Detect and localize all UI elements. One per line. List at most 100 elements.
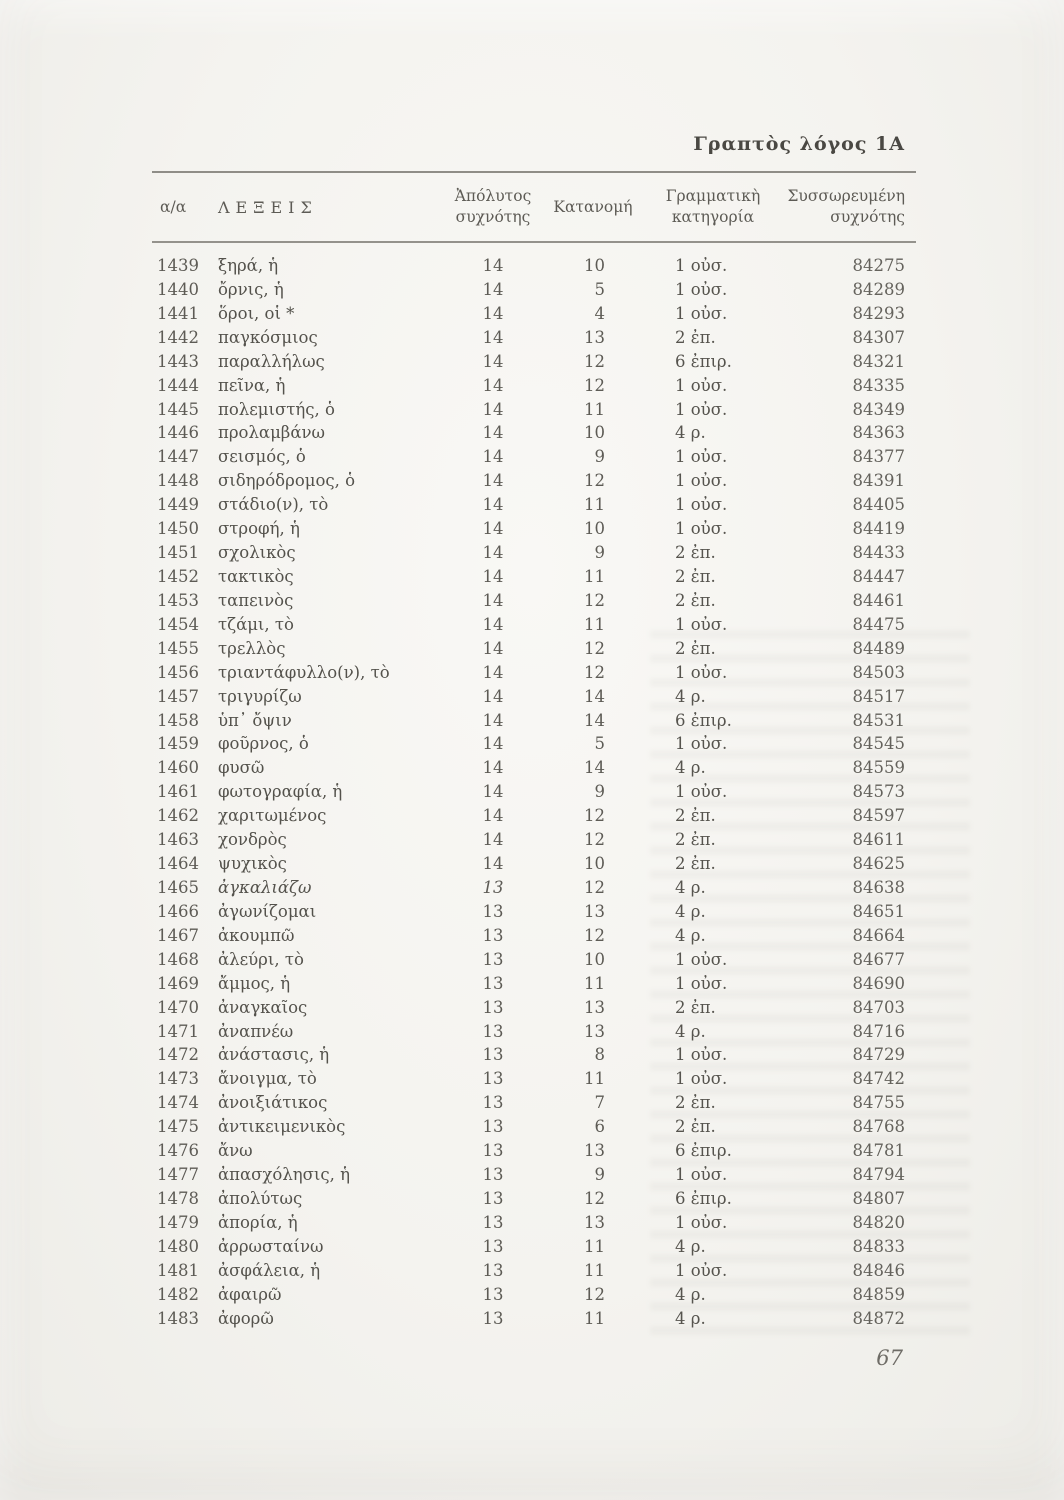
- distribution-cell: 14: [584, 710, 605, 730]
- cumulative-frequency-cell: 84503: [852, 662, 906, 682]
- table-row: 1446 προλαμβάνω 14 10 4 ρ. 84363: [152, 421, 916, 445]
- absolute-frequency-cell: 14: [482, 686, 504, 706]
- word-cell: ἀγωνίζομαι: [218, 901, 317, 921]
- table-row: 1475 ἀντικειμενικὸς 13 6 2 ἐπ. 84768: [152, 1115, 916, 1139]
- absolute-frequency-cell: 13: [482, 1021, 504, 1041]
- table-row: 1468 ἀλεύρι, τὸ 13 10 1 οὐσ. 84677: [152, 948, 916, 972]
- header-distribution: Κατανομή: [553, 197, 633, 216]
- row-number-cell: 1460: [157, 758, 199, 778]
- grammar-category-cell: 4 ρ.: [675, 925, 706, 945]
- absolute-frequency-cell: 14: [482, 662, 504, 682]
- word-cell: χαριτωμένος: [218, 806, 327, 826]
- table-body: 1439 ξηρά, ἡ 14 10 1 οὐσ. 84275 1440 ὄρνις, ἡ 14…: [152, 254, 916, 1330]
- word-cell: ἀπασχόλησις, ἡ: [218, 1165, 351, 1185]
- word-cell: ἀκουμπῶ: [218, 925, 295, 945]
- absolute-frequency-cell: 14: [482, 447, 504, 467]
- grammar-category-cell: 1 οὐσ.: [675, 375, 728, 395]
- word-cell: τριγυρίζω: [218, 686, 302, 706]
- grammar-category-cell: 4 ρ.: [675, 1021, 706, 1041]
- table-row: 1477 ἀπασχόλησις, ἡ 13 9 1 οὐσ. 84794: [152, 1163, 916, 1187]
- cumulative-frequency-cell: 84755: [852, 1093, 906, 1113]
- word-cell: φοῦρνος, ὁ: [218, 734, 309, 754]
- absolute-frequency-cell: 13: [482, 925, 504, 945]
- word-cell: πεῖνα, ἡ: [218, 375, 286, 395]
- distribution-cell: 12: [584, 925, 605, 945]
- grammar-category-cell: 1 οὐσ.: [675, 1260, 728, 1280]
- absolute-frequency-cell: 14: [482, 399, 504, 419]
- row-number-cell: 1448: [157, 471, 199, 491]
- row-number-cell: 1481: [157, 1260, 199, 1280]
- grammar-category-cell: 4 ρ.: [675, 423, 706, 443]
- cumulative-frequency-cell: 84742: [852, 1069, 906, 1089]
- absolute-frequency-cell: 14: [482, 830, 504, 850]
- table-row: 1459 φοῦρνος, ὁ 14 5 1 οὐσ. 84545: [152, 732, 916, 756]
- cumulative-frequency-cell: 84859: [852, 1284, 906, 1304]
- absolute-frequency-cell: 13: [482, 1236, 504, 1256]
- table-row: 1464 ψυχικὸς 14 10 2 ἐπ. 84625: [152, 852, 916, 876]
- word-cell: ὑπ᾽ ὄψιν: [218, 710, 292, 730]
- word-cell: ἀφορῶ: [218, 1308, 274, 1328]
- cumulative-frequency-cell: 84275: [852, 256, 906, 275]
- distribution-cell: 10: [584, 519, 605, 539]
- distribution-cell: 8: [594, 1045, 606, 1065]
- row-number-cell: 1467: [157, 925, 199, 945]
- table-row: 1442 παγκόσμιος 14 13 2 ἐπ. 84307: [152, 326, 916, 350]
- row-number-cell: 1444: [157, 375, 199, 395]
- table-row: 1443 παραλλήλως 14 12 6 ἐπιρ. 84321: [152, 350, 916, 374]
- cumulative-frequency-cell: 84335: [852, 375, 906, 395]
- table-row: 1482 ἀφαιρῶ 13 12 4 ρ. 84859: [152, 1283, 916, 1307]
- grammar-category-cell: 1 οὐσ.: [675, 782, 728, 802]
- cumulative-frequency-cell: 84833: [852, 1236, 906, 1256]
- distribution-cell: 10: [584, 256, 605, 275]
- cumulative-frequency-cell: 84638: [852, 877, 906, 897]
- cumulative-frequency-cell: 84703: [852, 997, 906, 1017]
- word-cell: ἀπορία, ἡ: [218, 1212, 298, 1232]
- distribution-cell: 11: [584, 566, 605, 586]
- row-number-cell: 1466: [157, 901, 199, 921]
- cumulative-frequency-cell: 84768: [852, 1117, 906, 1137]
- cumulative-frequency-cell: 84405: [852, 495, 906, 515]
- cumulative-frequency-cell: 84794: [852, 1165, 906, 1185]
- word-cell: χονδρὸς: [218, 830, 287, 850]
- cumulative-frequency-cell: 84559: [852, 758, 906, 778]
- word-cell: παραλλήλως: [218, 351, 325, 371]
- distribution-cell: 11: [584, 1069, 605, 1089]
- row-number-cell: 1479: [157, 1212, 199, 1232]
- grammar-category-cell: 2 ἐπ.: [675, 1093, 716, 1113]
- row-number-cell: 1464: [157, 854, 199, 874]
- word-cell: ἀναπνέω: [218, 1021, 294, 1041]
- grammar-category-cell: 1 οὐσ.: [675, 973, 728, 993]
- word-cell: ψυχικὸς: [218, 854, 287, 874]
- distribution-cell: 13: [584, 1141, 605, 1161]
- cumulative-frequency-cell: 84475: [852, 614, 906, 634]
- table-row: 1451 σχολικὸς 14 9 2 ἐπ. 84433: [152, 541, 916, 565]
- row-number-cell: 1471: [157, 1021, 199, 1041]
- cumulative-frequency-cell: 84625: [852, 854, 906, 874]
- table-row: 1453 ταπεινὸς 14 12 2 ἐπ. 84461: [152, 589, 916, 613]
- word-cell: ἀγκαλιάζω: [218, 877, 312, 897]
- cumulative-frequency-cell: 84545: [852, 734, 906, 754]
- word-cell: τζάμι, τὸ: [218, 614, 294, 634]
- row-number-cell: 1465: [157, 877, 199, 897]
- cumulative-frequency-cell: 84872: [852, 1308, 906, 1328]
- header-cumulative-frequency: Συσσωρευμένη συχνότης: [787, 187, 905, 226]
- table-row: 1462 χαριτωμένος 14 12 2 ἐπ. 84597: [152, 804, 916, 828]
- cumulative-frequency-cell: 84517: [852, 686, 906, 706]
- row-number-cell: 1455: [157, 638, 199, 658]
- row-number-cell: 1445: [157, 399, 199, 419]
- table-row: 1457 τριγυρίζω 14 14 4 ρ. 84517: [152, 685, 916, 709]
- grammar-category-cell: 1 οὐσ.: [675, 614, 728, 634]
- distribution-cell: 14: [584, 686, 605, 706]
- table-row: 1444 πεῖνα, ἡ 14 12 1 οὐσ. 84335: [152, 374, 916, 398]
- word-cell: τρελλὸς: [218, 638, 286, 658]
- distribution-cell: 12: [584, 638, 605, 658]
- table-row: 1454 τζάμι, τὸ 14 11 1 οὐσ. 84475: [152, 613, 916, 637]
- cumulative-frequency-cell: 84391: [852, 471, 906, 491]
- grammar-category-cell: 1 οὐσ.: [675, 279, 728, 299]
- distribution-cell: 12: [584, 877, 605, 897]
- row-number-cell: 1447: [157, 447, 199, 467]
- grammar-category-cell: 1 οὐσ.: [675, 1212, 728, 1232]
- cumulative-frequency-cell: 84690: [852, 973, 906, 993]
- absolute-frequency-cell: 14: [482, 519, 504, 539]
- table-row: 1480 ἀρρωσταίνω 13 11 4 ρ. 84833: [152, 1235, 916, 1259]
